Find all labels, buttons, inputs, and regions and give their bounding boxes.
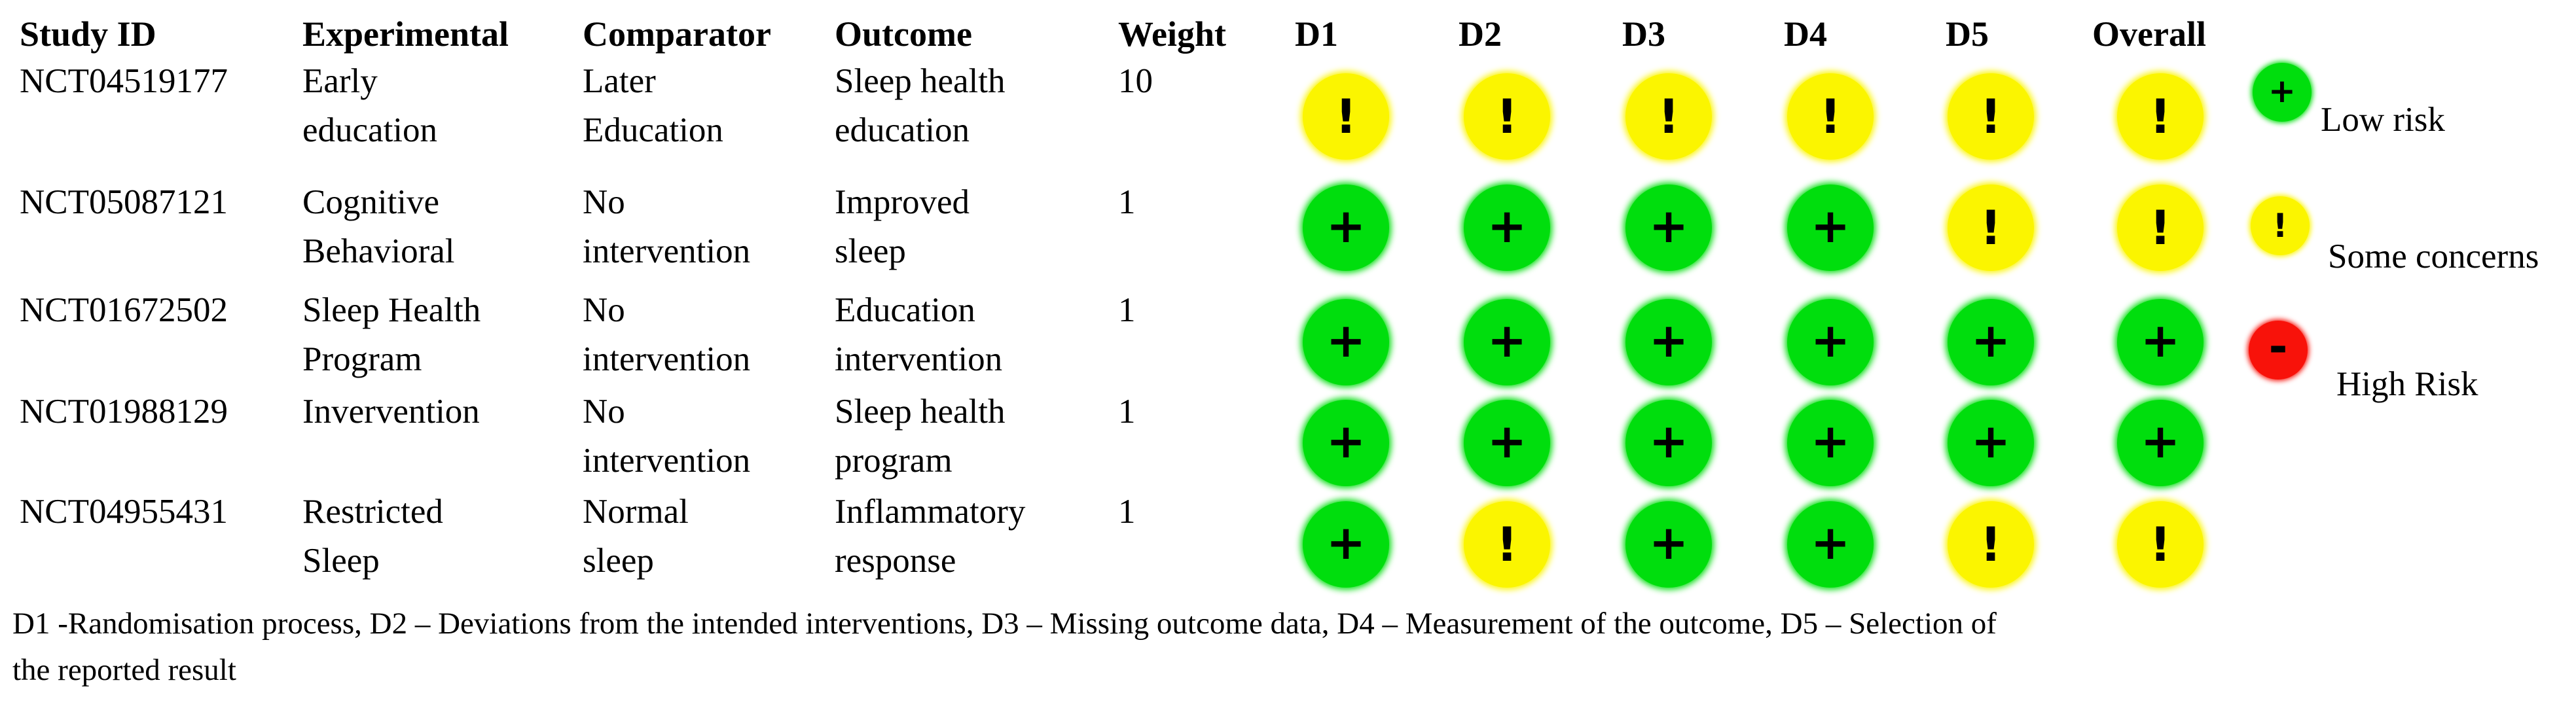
column-header-overall: Overall (2092, 14, 2206, 54)
weight-cell: 1 (1118, 183, 1136, 221)
judgment-circle-NCT01988129-d4: + (1787, 400, 1874, 486)
judgment-circle-NCT04955431-d5: ! (1948, 501, 2034, 588)
judgment-circle-NCT01988129-d1: + (1303, 400, 1389, 486)
outcome-cell: Sleep health program (835, 393, 1006, 480)
comparator-cell: Normal sleep (583, 493, 689, 580)
study-id-cell: NCT01988129 (20, 393, 228, 431)
column-header-study-id: Study ID (20, 14, 156, 54)
judgment-circle-NCT01988129-overall: + (2117, 400, 2204, 486)
outcome-cell: Sleep health education (835, 62, 1006, 149)
judgment-circle-NCT04519177-d3: ! (1625, 73, 1712, 160)
judgment-circle-NCT05087121-overall: ! (2117, 185, 2204, 271)
column-header-d3: D3 (1622, 14, 1665, 54)
experimental-cell: Cognitive Behavioral (302, 183, 455, 270)
column-header-d5: D5 (1946, 14, 1989, 54)
study-id-cell: NCT04955431 (20, 493, 228, 531)
judgment-circle-NCT01672502-d2: + (1464, 299, 1550, 385)
column-header-experimental: Experimental (302, 14, 509, 54)
domain-footnote: D1 -Randomisation process, D2 – Deviatio… (12, 607, 1997, 687)
legend-label-high-risk: High Risk (2336, 365, 2478, 403)
column-header-d2: D2 (1459, 14, 1502, 54)
judgment-circle-NCT01672502-d5: + (1948, 299, 2034, 385)
judgment-circle-NCT04519177-d1: ! (1303, 73, 1389, 160)
study-id-cell: NCT05087121 (20, 183, 228, 221)
weight-cell: 1 (1118, 291, 1136, 329)
judgment-circle-NCT01988129-d2: + (1464, 400, 1550, 486)
judgment-circle-NCT04955431-overall: ! (2117, 501, 2204, 588)
judgment-circle-NCT04519177-overall: ! (2117, 73, 2204, 160)
weight-cell: 10 (1118, 62, 1153, 100)
column-header-d4: D4 (1784, 14, 1827, 54)
comparator-cell: No intervention (583, 183, 751, 270)
weight-cell: 1 (1118, 393, 1136, 431)
judgment-circle-NCT04519177-d2: ! (1464, 73, 1550, 160)
experimental-cell: Restricted Sleep (302, 493, 443, 580)
low-risk-icon: + (2253, 63, 2312, 122)
judgment-circle-NCT05087121-d1: + (1303, 185, 1389, 271)
experimental-cell: Sleep Health Program (302, 291, 481, 378)
legend-label-low-risk: Low risk (2321, 101, 2445, 139)
comparator-cell: Later Education (583, 62, 723, 149)
judgment-circle-NCT04519177-d5: ! (1948, 73, 2034, 160)
experimental-cell: Invervention (302, 393, 480, 431)
column-header-weight: Weight (1118, 14, 1227, 54)
judgment-circle-NCT04955431-d2: ! (1464, 501, 1550, 588)
judgment-circle-NCT05087121-d3: + (1625, 185, 1712, 271)
some-concerns-icon: ! (2251, 196, 2310, 255)
weight-cell: 1 (1118, 493, 1136, 531)
judgment-circle-NCT01672502-d3: + (1625, 299, 1712, 385)
outcome-cell: Education intervention (835, 291, 1003, 378)
judgment-circle-NCT01672502-d1: + (1303, 299, 1389, 385)
column-header-comparator: Comparator (583, 14, 771, 54)
judgment-circle-NCT01988129-d5: + (1948, 400, 2034, 486)
high-risk-icon: - (2249, 321, 2308, 380)
study-id-cell: NCT04519177 (20, 62, 228, 100)
judgment-circle-NCT01672502-d4: + (1787, 299, 1874, 385)
comparator-cell: No intervention (583, 291, 751, 378)
judgment-circle-NCT04955431-d1: + (1303, 501, 1389, 588)
judgment-circle-NCT05087121-d4: + (1787, 185, 1874, 271)
outcome-cell: Improved sleep (835, 183, 970, 270)
experimental-cell: Early education (302, 62, 438, 149)
judgment-circle-NCT05087121-d2: + (1464, 185, 1550, 271)
judgment-circle-NCT04955431-d4: + (1787, 501, 1874, 588)
judgment-circle-NCT04955431-d3: + (1625, 501, 1712, 588)
column-header-d1: D1 (1295, 14, 1338, 54)
comparator-cell: No intervention (583, 393, 751, 480)
legend-label-some-concerns: Some concerns (2328, 238, 2539, 275)
judgment-circle-NCT05087121-d5: ! (1948, 185, 2034, 271)
judgment-circle-NCT04519177-d4: ! (1787, 73, 1874, 160)
outcome-cell: Inflammatory response (835, 493, 1026, 580)
judgment-circle-NCT01672502-overall: + (2117, 299, 2204, 385)
study-id-cell: NCT01672502 (20, 291, 228, 329)
column-header-outcome: Outcome (835, 14, 972, 54)
judgment-circle-NCT01988129-d3: + (1625, 400, 1712, 486)
